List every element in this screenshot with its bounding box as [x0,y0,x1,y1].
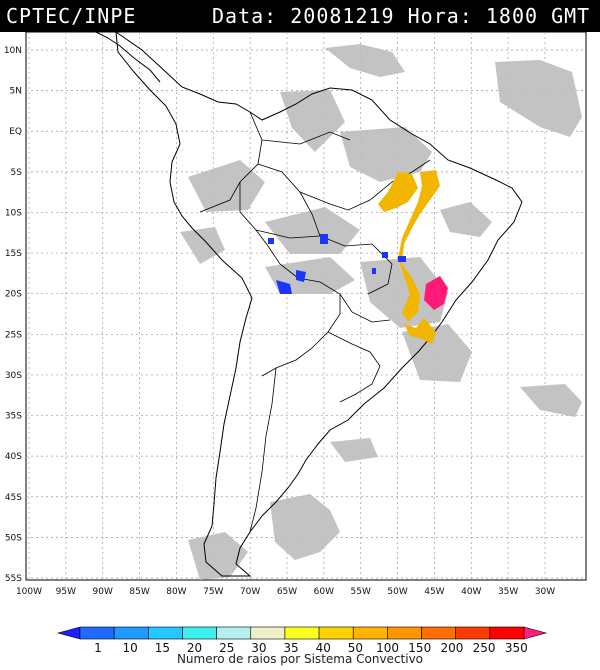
colorbar-cell [182,626,217,640]
colorbar-cell [216,626,252,640]
country-borders [199,111,431,533]
lat-label: 25S [5,330,22,340]
lat-label: 15S [5,249,22,259]
colorbar-cell [421,626,456,640]
colorbar-tick-label: 350 [505,641,528,654]
lon-label: 95W [56,587,76,597]
lightning-magenta [424,276,448,310]
lon-label: 30W [535,587,555,597]
colorbar-cell [250,626,286,640]
colorbar-cell [318,626,354,640]
lat-label: 55S [5,574,22,584]
latitude-labels: 10N 5N EQ 5S 10S 15S 20S 25S 30S 35S 40S 45S 50S 55S [4,46,22,584]
lon-label: 80W [166,587,186,597]
lon-label: 35W [498,587,518,597]
colorbar-tick-label: 200 [440,641,463,654]
lightning-map: 10N5NEQ5S10S15S20S25S30S35S40S45S50S55S … [4,32,587,597]
longitude-labels: 100W 95W 90W 85W 80W 75W 70W 65W 60W 55W 50W 45W 40W… [16,587,555,597]
lon-label: 90W [93,587,113,597]
colorbar: 1 10 15 20 25 30 35 40 50 100 150 200 250 350 [56,626,548,654]
lat-label: 20S [5,290,22,300]
lat-label: 10S [5,208,22,218]
lon-label: 100W [16,587,42,597]
colorbar-tick-label: 10 [123,641,138,654]
colorbar-tick-label: 150 [408,641,431,654]
colorbar-tick-label: 40 [316,641,331,654]
lon-label: 60W [314,587,334,597]
lon-label: 65W [277,587,297,597]
colorbar-tick-label: 1 [94,641,102,654]
lon-label: 50W [387,587,407,597]
lightning-yellow [378,170,440,344]
colorbar-tick-label: 50 [348,641,363,654]
colorbar-cell [148,626,183,640]
lon-label: 85W [129,587,149,597]
lon-label: 70W [240,587,260,597]
colorbar-tick-label: 15 [155,641,170,654]
colorbar-cell [284,626,320,640]
lon-label: 45W [424,587,444,597]
org-label: CPTEC/INPE [6,4,137,28]
colorbar-tick-label: 100 [376,641,399,654]
header-bar: CPTEC/INPE Data: 20081219 Hora: 1800 GMT [0,0,600,32]
coastline [95,32,523,577]
colorbar-tick-label: 20 [187,641,202,654]
colorbar-title: Numero de raios por Sistema Convectivo [176,652,424,666]
colorbar-cell [489,626,525,640]
lat-label: 10N [4,46,22,56]
colorbar-cell [387,626,422,640]
colorbar-tick-label: 35 [283,641,298,654]
colorbar-cell [56,626,81,640]
lat-label: 5S [11,168,23,178]
datetime-label: Data: 20081219 Hora: 1800 GMT [212,4,591,28]
lat-label: 50S [5,533,22,543]
lat-label: 30S [5,371,22,381]
lon-label: 75W [203,587,223,597]
colorbar-tick-label: 25 [219,641,234,654]
cloud-cover [180,44,582,580]
lat-label: 35S [5,412,22,422]
lat-label: EQ [9,127,22,137]
lat-label: 5N [10,87,22,97]
colorbar-cell [523,626,548,640]
lat-label: 40S [5,452,22,462]
lightning-blue [268,234,406,294]
colorbar-cell [455,626,491,640]
colorbar-cell [352,626,388,640]
lon-label: 40W [461,587,481,597]
colorbar-cell [79,626,115,640]
colorbar-cell [113,626,149,640]
lat-label: 45S [5,493,22,503]
colorbar-tick-label: 250 [473,641,496,654]
lon-label: 55W [351,587,371,597]
colorbar-tick-label: 30 [251,641,266,654]
